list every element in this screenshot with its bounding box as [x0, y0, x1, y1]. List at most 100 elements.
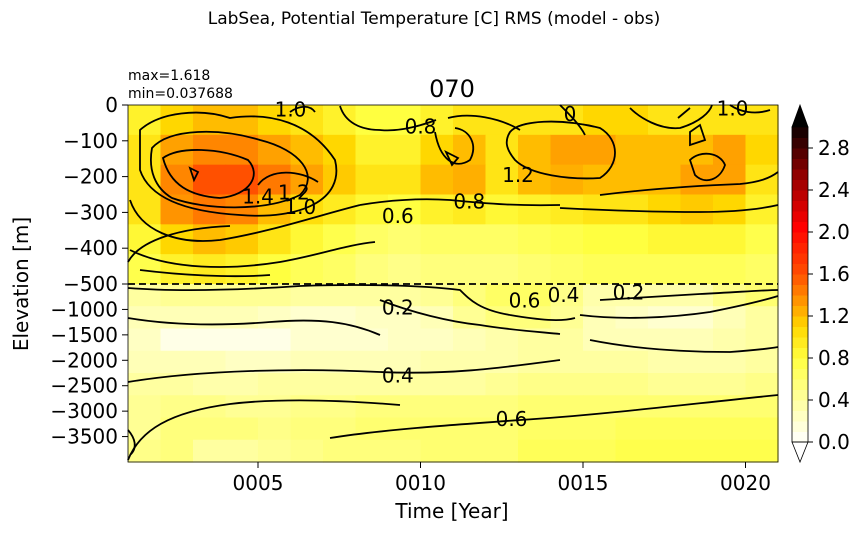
y-tick-label: −2000: [50, 348, 118, 372]
contour-line: [127, 359, 561, 383]
heatmap-cell: [420, 254, 454, 285]
contour-line: [379, 299, 561, 335]
contour-label: 0.8: [453, 190, 485, 214]
heatmap-cell: [680, 284, 714, 307]
min-stat: min=0.037688: [128, 86, 233, 102]
heatmap-cell: [193, 417, 227, 441]
heatmap-cell: [323, 328, 357, 352]
heatmap-cell: [290, 224, 324, 255]
heatmap-cell: [485, 439, 519, 463]
x-axis-ticks: 0005 0010 0015 0020: [233, 462, 771, 495]
heatmap-cell: [160, 105, 194, 136]
heatmap-cell: [160, 439, 194, 463]
heatmap-cell: [290, 284, 324, 307]
heatmap-cell: [713, 439, 747, 463]
contour-label: 1.0: [284, 195, 316, 219]
heatmap-cell: [160, 417, 194, 441]
colorbar-step: [792, 232, 808, 243]
heatmap-cell: [518, 350, 552, 374]
heatmap-cell: [160, 328, 194, 352]
heatmap-cell: [453, 350, 487, 374]
heatmap-cell: [290, 105, 324, 136]
heatmap-cell: [290, 439, 324, 463]
heatmap-cell: [453, 328, 487, 352]
heatmap-cell: [518, 164, 552, 196]
heatmap-cell: [648, 350, 682, 374]
contour-label: 1.2: [278, 181, 310, 205]
heatmap-cell: [453, 439, 487, 463]
heatmap-cell: [420, 417, 454, 441]
colorbar-step: [792, 358, 808, 369]
heatmap-cell: [128, 328, 162, 352]
contour-line: [599, 171, 779, 196]
heatmap-cells: [128, 105, 779, 463]
heatmap-cell: [193, 254, 227, 285]
heatmap-cell: [680, 224, 714, 255]
heatmap-cell: [193, 164, 227, 196]
heatmap-cell: [355, 134, 389, 166]
colorbar-step: [792, 316, 808, 327]
heatmap-cell: [583, 417, 617, 441]
y-tick-label: −3000: [50, 399, 118, 423]
heatmap-cell: [193, 328, 227, 352]
x-tick-label: 0020: [720, 471, 771, 495]
y-tick-label: −3500: [50, 425, 118, 449]
heatmap-cell: [160, 254, 194, 285]
heatmap-cell: [258, 224, 292, 255]
heatmap-cell: [258, 350, 292, 374]
heatmap-cell: [680, 306, 714, 330]
contour-line: [559, 204, 779, 213]
heatmap-cell: [550, 134, 584, 166]
heatmap-cell: [160, 373, 194, 396]
heatmap-cell: [550, 350, 584, 374]
heatmap-cell: [420, 439, 454, 463]
contour-line: [359, 198, 561, 207]
heatmap-cell: [648, 373, 682, 396]
heatmap-cell: [323, 105, 357, 136]
heatmap-cell: [680, 395, 714, 419]
heatmap-cell: [453, 417, 487, 441]
heatmap-cell: [453, 164, 487, 196]
colorbar-tick-label: 2.4: [818, 178, 850, 202]
heatmap-cell: [453, 373, 487, 396]
heatmap-cell: [518, 194, 552, 225]
heatmap-cell: [745, 395, 779, 419]
heatmap-cell: [420, 105, 454, 136]
y-tick-label: 0: [105, 93, 118, 117]
heatmap-cell: [388, 328, 422, 352]
colorbar-step: [792, 137, 808, 149]
heatmap-cell: [160, 284, 194, 307]
heatmap-cell: [355, 194, 389, 225]
colorbar-step: [792, 326, 808, 338]
heatmap-cell: [680, 417, 714, 441]
heatmap-cell: [193, 284, 227, 307]
heatmap-cell: [388, 254, 422, 285]
colorbar-tick-label: 1.6: [818, 262, 850, 286]
heatmap-cell: [485, 105, 519, 136]
contour-label: 0.4: [548, 283, 580, 307]
heatmap-cell: [615, 417, 649, 441]
heatmap-cell: [355, 395, 389, 419]
colorbar-step: [792, 200, 808, 212]
contour-line: [188, 166, 200, 183]
heatmap-cell: [713, 350, 747, 374]
heatmap-cell: [745, 373, 779, 396]
heatmap-cell: [648, 417, 682, 441]
heatmap-cell: [550, 373, 584, 396]
y-tick-label: −500: [63, 272, 118, 296]
contour-label: 0: [564, 102, 577, 126]
heatmap-cell: [550, 284, 584, 307]
heatmap-cell: [713, 328, 747, 352]
heatmap-cell: [550, 306, 584, 330]
y-tick-label: −1500: [50, 323, 118, 347]
heatmap-cell: [128, 284, 162, 307]
colorbar-step: [792, 379, 808, 390]
heatmap-cell: [388, 134, 422, 166]
x-axis-label: Time [Year]: [394, 499, 508, 523]
heatmap-cell: [648, 328, 682, 352]
heatmap-cell: [550, 164, 584, 196]
heatmap-cell: [745, 417, 779, 441]
heatmap-cell: [258, 284, 292, 307]
colorbar-step: [792, 179, 808, 191]
heatmap-cell: [258, 194, 292, 225]
